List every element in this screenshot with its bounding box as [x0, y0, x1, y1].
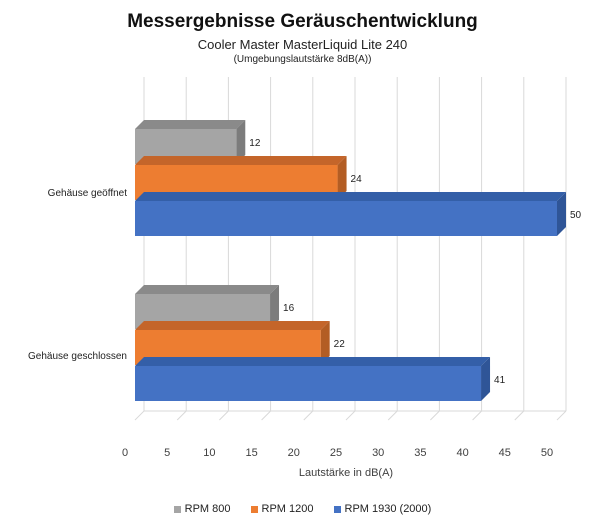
legend-swatch-rpm-800 — [173, 505, 181, 513]
x-tick-label-30: 30 — [372, 447, 384, 459]
bar-rpm-800-geh-use-geschlossen-top — [135, 285, 280, 294]
bar-rpm-1930-2000-geh-use-ge-ffnet — [135, 201, 557, 236]
legend-swatch-rpm-1200 — [250, 505, 258, 513]
legend-label-rpm-1200: RPM 1200 — [261, 503, 314, 515]
legend-label-rpm-800: RPM 800 — [184, 503, 231, 515]
bar-rpm-800-geh-use-geschlossen-side — [270, 285, 280, 329]
bar-rpm-1200-geh-use-geschlossen-top — [135, 321, 330, 330]
bar-rpm-1930-2000-geh-use-geschlossen — [135, 366, 482, 401]
floor-gridline-10 — [219, 410, 229, 421]
x-tick-label-0: 0 — [122, 447, 128, 459]
x-tick-label-25: 25 — [330, 447, 342, 459]
chart-title: Messergebnisse Geräuschentwicklung — [127, 11, 478, 32]
bar-rpm-1930-2000-geh-use-ge-ffnet-top — [135, 192, 566, 201]
bar-rpm-800-geh-use-ge-ffnet-top — [135, 120, 246, 129]
legend-swatch-rpm-1930 — [333, 505, 341, 513]
floor-gridline-50 — [556, 410, 567, 421]
bar-rpm-1200-geh-use-geschlossen-side — [320, 321, 330, 365]
floor-gridline-40 — [472, 410, 482, 421]
floor-gridline-45 — [514, 410, 525, 421]
bar-rpm-1930-2000-geh-use-ge-ffnet-side — [557, 192, 566, 236]
x-tick-label-20: 20 — [288, 447, 300, 459]
legend-item-rpm-800: RPM 800 — [173, 503, 231, 515]
data-label-rpm-1930-2000-geh-use-geschlossen: 41 — [494, 375, 506, 386]
data-label-rpm-1200-geh-use-geschlossen: 22 — [334, 339, 346, 350]
legend-item-rpm-1930: RPM 1930 (2000) — [333, 503, 432, 515]
x-tick-label-50: 50 — [541, 447, 553, 459]
legend: RPM 800 RPM 1200 RPM 1930 (2000) — [0, 503, 605, 515]
x-tick-label-5: 5 — [164, 447, 170, 459]
data-label-rpm-800-geh-use-geschlossen: 16 — [283, 303, 295, 314]
floor-gridline-0 — [134, 410, 145, 421]
legend-label-rpm-1930: RPM 1930 (2000) — [344, 503, 432, 515]
floor-gridline-20 — [303, 410, 314, 421]
bar-rpm-1930-2000-geh-use-geschlossen-side — [481, 357, 491, 401]
data-label-rpm-1930-2000-geh-use-ge-ffnet: 50 — [570, 210, 582, 221]
bar-rpm-800-geh-use-ge-ffnet-side — [236, 120, 246, 164]
data-label-rpm-800-geh-use-ge-ffnet: 12 — [249, 138, 261, 149]
floor-gridline-25 — [345, 410, 356, 421]
floor-gridline-5 — [176, 410, 187, 421]
bar-rpm-1200-geh-use-ge-ffnet-top — [135, 156, 347, 165]
chart-subtitle: Cooler Master MasterLiquid Lite 240 — [197, 37, 408, 52]
category-label-geh-use-geschlossen: Gehäuse geschlossen — [28, 351, 127, 362]
floor-gridline-15 — [261, 410, 271, 421]
data-label-rpm-1200-geh-use-ge-ffnet: 24 — [351, 174, 363, 185]
x-tick-label-15: 15 — [245, 447, 257, 459]
floor-gridline-35 — [430, 410, 440, 421]
x-axis-title: Lautstärke in dB(A) — [299, 467, 393, 479]
x-tick-label-10: 10 — [203, 447, 215, 459]
bar-rpm-1930-2000-geh-use-geschlossen-top — [135, 357, 491, 366]
chart-subtitle-ambient: (Umgebungslautstärke 8dB(A)) — [233, 54, 372, 65]
category-label-geh-use-ge-ffnet: Gehäuse geöffnet — [48, 188, 128, 199]
x-tick-label-45: 45 — [499, 447, 511, 459]
x-tick-label-35: 35 — [414, 447, 426, 459]
bar-rpm-1200-geh-use-ge-ffnet-side — [337, 156, 347, 200]
legend-item-rpm-1200: RPM 1200 — [250, 503, 314, 515]
x-tick-label-40: 40 — [456, 447, 468, 459]
floor-gridline-30 — [387, 410, 398, 421]
